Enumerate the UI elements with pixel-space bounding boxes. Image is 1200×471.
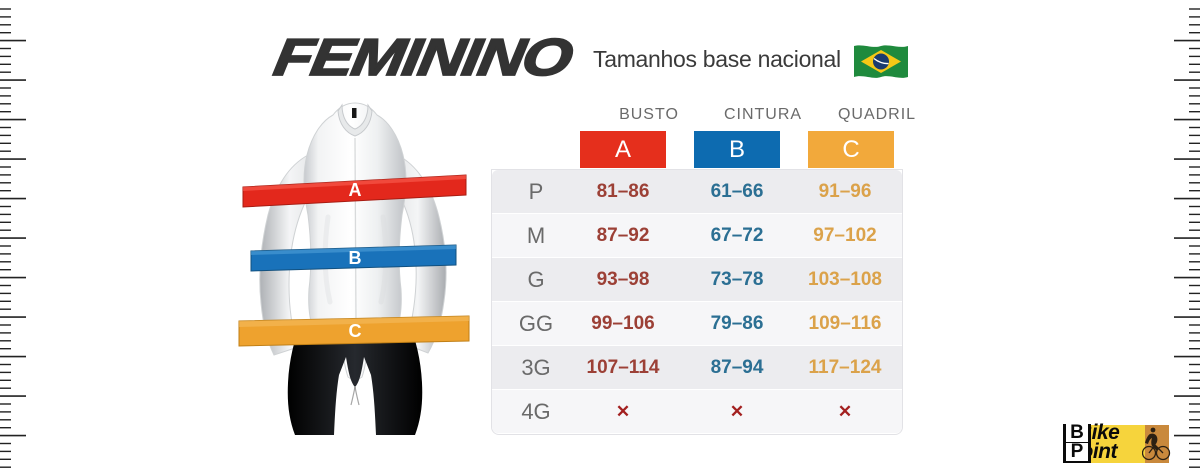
svg-text:C: C — [349, 321, 362, 341]
svg-text:B: B — [349, 248, 362, 268]
svg-text:A: A — [349, 180, 362, 200]
